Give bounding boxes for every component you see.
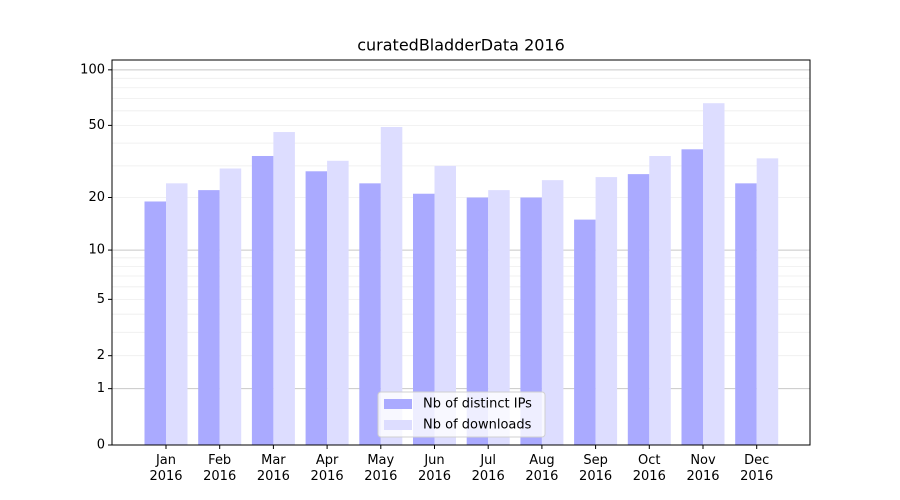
x-tick-label: Jan 2016 — [149, 453, 183, 484]
bar — [198, 190, 220, 445]
bar — [359, 183, 381, 445]
bar — [541, 180, 564, 445]
legend: Nb of distinct IPs Nb of downloads — [377, 391, 546, 438]
legend-swatch — [384, 399, 412, 409]
bar — [627, 174, 650, 445]
bar — [413, 193, 435, 445]
y-tick-label: 100 — [80, 62, 105, 77]
x-tick-label: Nov 2016 — [686, 453, 720, 484]
y-tick-label: 10 — [88, 243, 105, 258]
legend-box — [377, 391, 546, 438]
bar — [305, 171, 328, 445]
bar — [273, 132, 295, 445]
bar — [735, 183, 757, 445]
bar — [520, 197, 542, 445]
bar — [649, 155, 671, 446]
bar — [144, 201, 166, 445]
bar — [380, 126, 403, 446]
bar — [327, 160, 349, 445]
y-tick-label: 20 — [88, 190, 105, 205]
x-tick-label: Jul 2016 — [471, 453, 505, 484]
legend-label: Nb of downloads — [423, 418, 532, 433]
bar — [219, 168, 242, 445]
bar — [574, 219, 596, 445]
x-tick-label: Mar 2016 — [256, 453, 290, 484]
bar — [434, 165, 456, 445]
y-tick-label: 2 — [97, 348, 105, 363]
x-tick-label: Oct 2016 — [632, 453, 666, 484]
bar — [488, 190, 510, 445]
chart-title: curatedBladderData 2016 — [357, 36, 565, 55]
legend-label: Nb of distinct IPs — [423, 397, 532, 412]
x-tick-label: Sep 2016 — [579, 453, 613, 484]
x-tick-label: Aug 2016 — [525, 453, 559, 484]
x-tick-label: Dec 2016 — [740, 453, 774, 484]
bar — [703, 103, 725, 446]
y-tick-label: 1 — [97, 381, 105, 396]
bar — [466, 197, 489, 445]
legend-swatch — [384, 420, 412, 430]
bar — [756, 158, 779, 445]
y-tick-label: 0 — [97, 438, 105, 453]
bar — [166, 183, 188, 445]
bar — [681, 149, 703, 445]
x-tick-label: Jun 2016 — [417, 453, 452, 484]
bar — [251, 155, 274, 446]
bar — [595, 177, 618, 445]
x-tick-label: Apr 2016 — [310, 453, 344, 484]
x-tick-label: Feb 2016 — [203, 453, 237, 484]
x-tick-label: May 2016 — [364, 453, 398, 484]
y-tick-label: 5 — [97, 292, 105, 307]
y-tick-label: 50 — [88, 118, 105, 133]
plot-frame — [111, 59, 811, 446]
